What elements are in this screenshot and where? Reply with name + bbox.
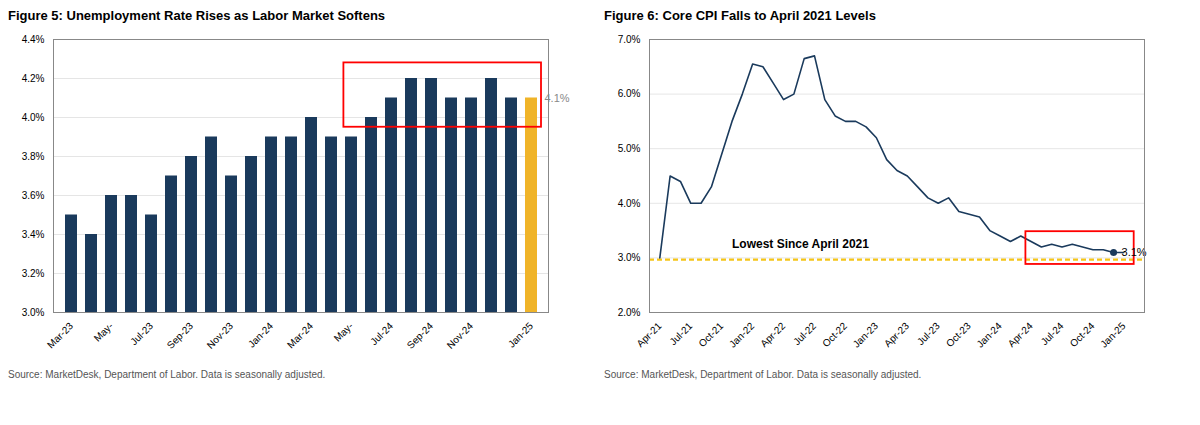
svg-text:5.0%: 5.0% — [618, 143, 641, 154]
svg-text:Lowest Since April 2021: Lowest Since April 2021 — [732, 237, 869, 251]
html-text:Source: MarketDesk, Department: Source: MarketDesk, Department of Labor.… — [604, 369, 922, 380]
svg-text:4.1%: 4.1% — [545, 92, 570, 104]
svg-text:Jan-24: Jan-24 — [246, 320, 276, 350]
svg-text:3.4%: 3.4% — [22, 229, 45, 240]
html-text:Source: MarketDesk, Department: Source: MarketDesk, Department of Labor.… — [8, 369, 326, 380]
svg-text:Jan-22: Jan-22 — [727, 320, 757, 350]
svg-text:2.0%: 2.0% — [618, 307, 641, 318]
svg-text:Oct-23: Oct-23 — [944, 320, 973, 349]
svg-text:Jul-24: Jul-24 — [1039, 320, 1066, 347]
svg-text:Apr-24: Apr-24 — [1006, 320, 1035, 349]
html-text:Figure 6: Core CPI Falls to Ap: Figure 6: Core CPI Falls to April 2021 L… — [604, 8, 876, 23]
svg-text:Apr-21: Apr-21 — [634, 320, 663, 349]
html-text:Figure 5: Unemployment Rate Ri: Figure 5: Unemployment Rate Rises as Lab… — [8, 8, 386, 23]
svg-text:3.0%: 3.0% — [618, 252, 641, 263]
svg-text:7.0%: 7.0% — [618, 34, 641, 45]
svg-text:Jul-24: Jul-24 — [368, 320, 395, 347]
svg-text:3.2%: 3.2% — [22, 268, 45, 279]
svg-text:Jul-21: Jul-21 — [667, 320, 694, 347]
svg-text:4.2%: 4.2% — [22, 73, 45, 84]
svg-text:4.0%: 4.0% — [22, 112, 45, 123]
svg-text:3.6%: 3.6% — [22, 190, 45, 201]
svg-text:Jul-23: Jul-23 — [128, 320, 155, 347]
svg-text:Mar-23: Mar-23 — [45, 320, 75, 350]
svg-text:Nov-23: Nov-23 — [205, 320, 236, 351]
svg-text:6.0%: 6.0% — [618, 88, 641, 99]
svg-text:Jan-25: Jan-25 — [506, 320, 536, 350]
svg-text:4.0%: 4.0% — [618, 198, 641, 209]
svg-text:Nov-24: Nov-24 — [445, 320, 476, 351]
svg-text:May-: May- — [332, 320, 356, 344]
svg-text:Oct-24: Oct-24 — [1068, 320, 1097, 349]
svg-text:Oct-22: Oct-22 — [820, 320, 849, 349]
svg-text:Mar-24: Mar-24 — [285, 320, 315, 350]
svg-text:3.0%: 3.0% — [22, 307, 45, 318]
svg-text:Apr-22: Apr-22 — [758, 320, 787, 349]
svg-text:3.1%: 3.1% — [1122, 246, 1147, 258]
svg-text:May-: May- — [92, 320, 116, 344]
svg-text:3.8%: 3.8% — [22, 151, 45, 162]
svg-text:Jul-22: Jul-22 — [791, 320, 818, 347]
svg-text:Jan-24: Jan-24 — [974, 320, 1004, 350]
svg-text:4.4%: 4.4% — [22, 34, 45, 45]
svg-text:Oct-21: Oct-21 — [696, 320, 725, 349]
svg-text:Sep-24: Sep-24 — [405, 320, 436, 351]
svg-text:Jul-23: Jul-23 — [915, 320, 942, 347]
svg-text:Apr-23: Apr-23 — [882, 320, 911, 349]
svg-text:Sep-23: Sep-23 — [165, 320, 196, 351]
svg-text:Jan-23: Jan-23 — [851, 320, 881, 350]
svg-text:Jan-25: Jan-25 — [1098, 320, 1128, 350]
